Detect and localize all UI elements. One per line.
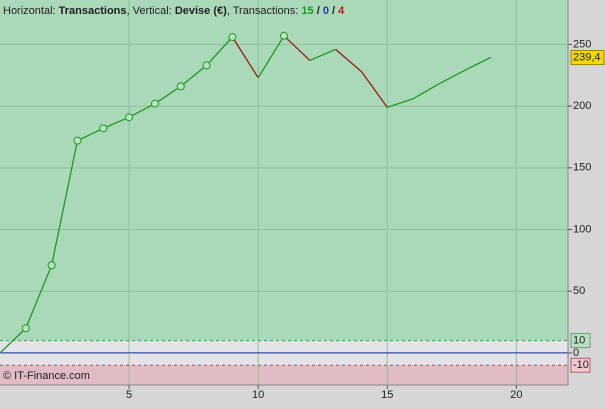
wins: 15 xyxy=(301,5,313,17)
label: Horizontal: xyxy=(3,5,56,17)
separator: / xyxy=(332,5,335,17)
losses: 4 xyxy=(338,5,345,17)
x-tick-label: 15 xyxy=(381,389,393,401)
line-segment xyxy=(412,83,440,100)
line-segment xyxy=(360,71,388,108)
line-segment xyxy=(103,116,130,129)
line-segment xyxy=(25,265,53,329)
new-high-marker xyxy=(202,61,211,70)
line-segment xyxy=(50,140,79,266)
lower-threshold-label-box xyxy=(570,357,591,373)
new-high-marker xyxy=(176,82,185,91)
new-high-marker xyxy=(150,99,159,108)
y-tick-label: 250 xyxy=(573,38,591,50)
header: Horizontal: Transactions, Vertical: Devi… xyxy=(3,5,345,17)
new-high-marker xyxy=(47,261,56,270)
line-segment xyxy=(283,35,311,61)
value-label: 239,4 xyxy=(573,51,601,63)
neutral: 0 xyxy=(323,5,329,17)
label: , Transactions: xyxy=(227,5,299,17)
line-segment xyxy=(309,48,336,62)
line-segment xyxy=(231,36,259,79)
upper-threshold-label-box xyxy=(570,333,591,349)
lower-threshold-label: -10 xyxy=(573,359,589,371)
loss-zone xyxy=(0,365,568,385)
vertical-axis-name: Devise (€) xyxy=(175,5,227,17)
label: , Vertical: xyxy=(127,5,172,17)
x-tick-label: 5 xyxy=(126,389,132,401)
upper-threshold-label: 10 xyxy=(573,334,585,346)
line-segment xyxy=(438,69,466,85)
line-segment xyxy=(257,35,285,79)
new-high-marker xyxy=(125,113,134,122)
new-high-marker xyxy=(280,31,288,40)
value-label-box xyxy=(570,50,605,66)
footer: © IT-Finance.com xyxy=(3,370,90,382)
horizontal-axis-name: Transactions xyxy=(59,5,127,17)
y-tick-label: 100 xyxy=(573,223,591,235)
x-tick-label: 20 xyxy=(510,389,522,401)
new-high-marker xyxy=(21,324,30,333)
line-segment xyxy=(0,327,27,354)
line-segment xyxy=(154,85,182,105)
line-segment xyxy=(77,127,104,142)
separator: / xyxy=(317,5,320,17)
line-segment xyxy=(180,64,207,87)
line-segment xyxy=(206,36,233,66)
line-segment xyxy=(387,98,414,108)
x-tick-label: 10 xyxy=(252,389,264,401)
profit-zone xyxy=(0,0,568,341)
line-segment xyxy=(128,103,156,118)
new-high-marker xyxy=(228,33,237,42)
y-tick-label: 50 xyxy=(573,285,585,297)
line-segment xyxy=(335,48,362,73)
y-tick-label: 200 xyxy=(573,100,591,112)
y-tick-label: 150 xyxy=(573,162,591,174)
new-high-marker xyxy=(73,136,82,145)
new-high-marker xyxy=(99,124,108,133)
y-tick-label: 0 xyxy=(573,347,579,359)
line-segment xyxy=(464,56,491,71)
